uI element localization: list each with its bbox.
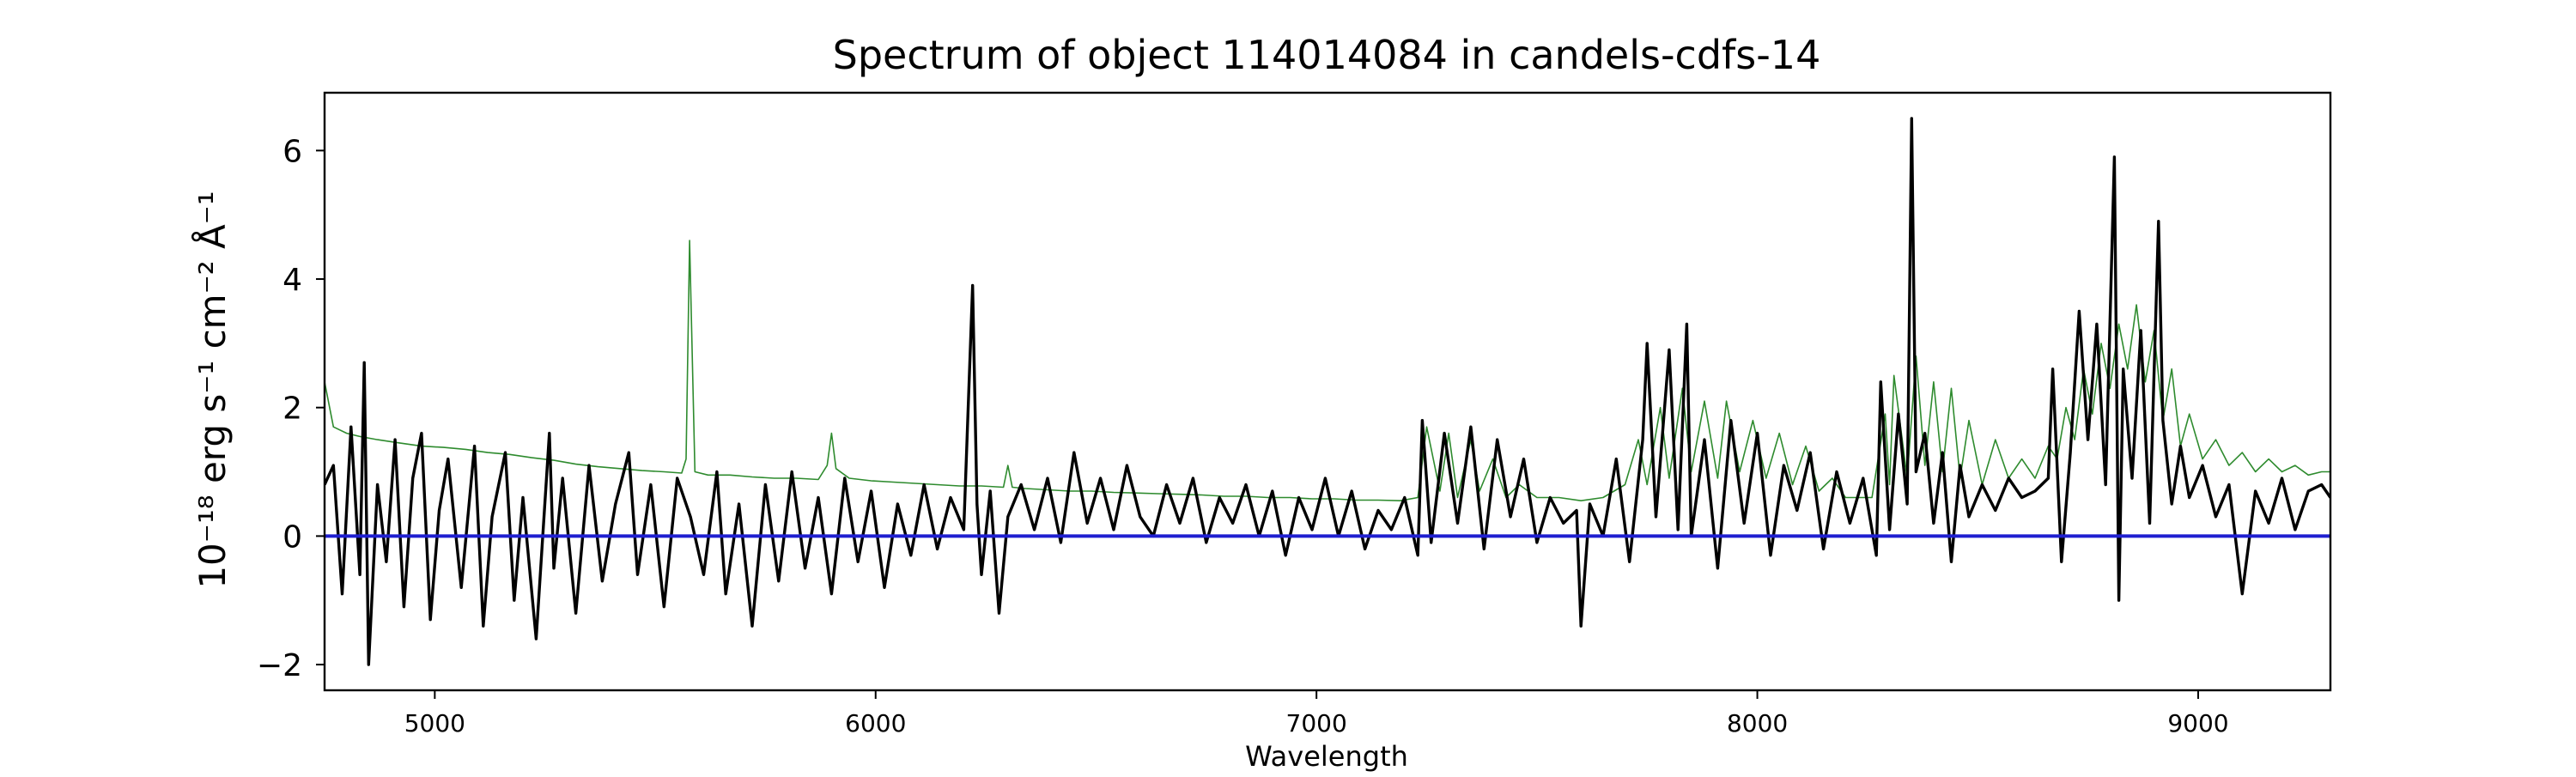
y-axis-label: 10⁻¹⁸ erg s⁻¹ cm⁻² Å⁻¹ (191, 191, 234, 588)
y-tick-label: 0 (283, 519, 302, 555)
x-tick-label: 9000 (2167, 709, 2228, 738)
x-axis-label: Wavelength (1245, 740, 1408, 773)
flux-series-line (325, 117, 2330, 666)
y-tick-label: 2 (283, 392, 302, 427)
y-tick-label: 4 (283, 263, 302, 298)
y-tick-label: 6 (283, 134, 302, 169)
chart-title: Spectrum of object 114014084 in candels-… (833, 32, 1821, 78)
x-tick-label: 6000 (845, 709, 906, 738)
x-tick-label: 8000 (1727, 709, 1788, 738)
y-tick-label: −2 (257, 648, 302, 683)
x-tick-label: 7000 (1286, 709, 1347, 738)
axes: 5000 6000 7000 8000 9000 −2 0 2 4 6 (257, 91, 2332, 738)
plot-area (325, 117, 2330, 666)
x-tick-label: 5000 (404, 709, 465, 738)
plot-frame (323, 91, 2332, 692)
